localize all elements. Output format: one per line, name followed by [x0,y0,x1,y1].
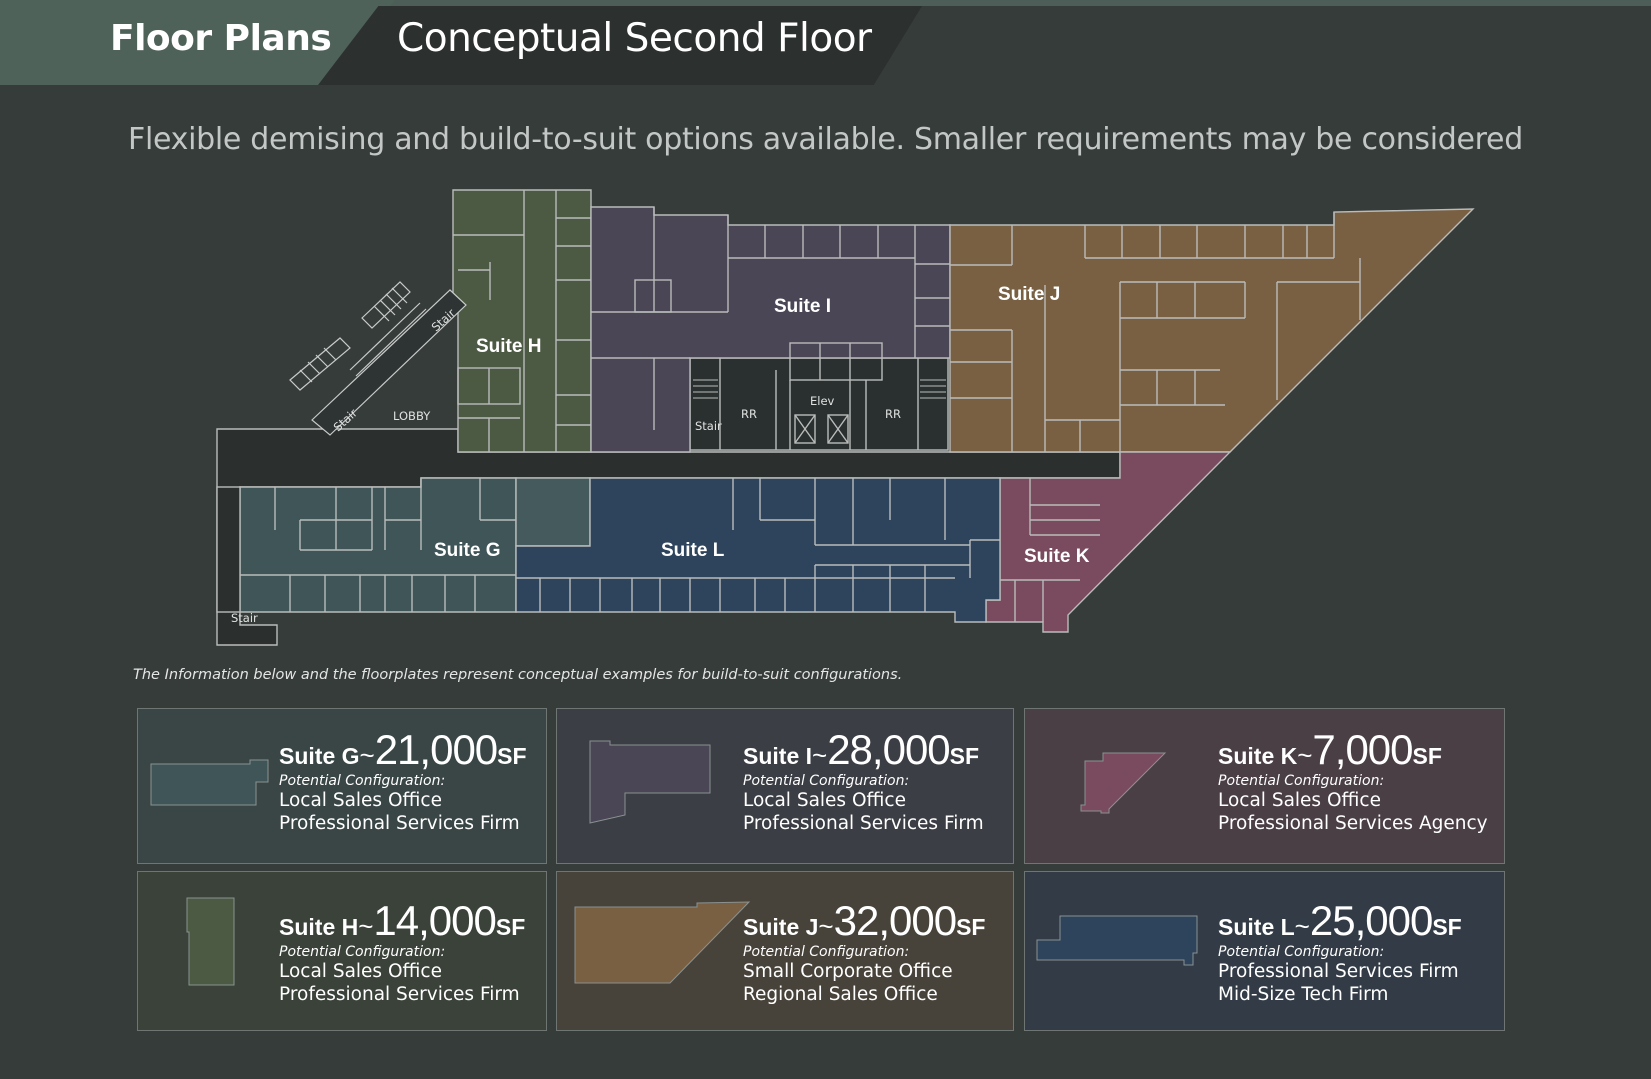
suite-name: Suite J [743,914,819,940]
use-2: Mid-Size Tech Firm [1218,984,1389,1005]
tilde: ~ [1297,740,1313,770]
suite-k-walls [1000,478,1100,622]
suite-j-label: Suite J [998,284,1060,305]
suite-k-thumb-shape [1080,752,1167,814]
suite-i-thumb-shape [589,740,711,824]
disclaimer: The Information below and the floorplate… [133,667,903,683]
suite-j-walls [950,212,1361,452]
suite-j-thumbnail [574,901,751,984]
suite-h-thumbnail [186,897,235,986]
tilde: ~ [358,911,374,941]
potential-label: Potential Configuration: [743,944,910,960]
suite-card-l: Suite L~25,000SF Potential Configuration… [1024,871,1505,1031]
suite-j-heading: Suite J~32,000SF [743,900,985,942]
suite-h [452,189,592,453]
suite-h-thumb-shape [186,897,235,986]
suite-g-walls [216,478,516,613]
suite-name: Suite K [1218,743,1298,769]
suite-i-thumbnail [589,740,711,824]
header-tab-title [318,6,922,85]
suite-h-walls [453,190,591,452]
suite-name: Suite G [279,743,360,769]
suite-size: 32,000 [833,897,957,944]
use-1: Professional Services Firm [1218,961,1459,982]
use-1: Local Sales Office [743,790,906,811]
suite-i-label: Suite I [774,296,831,317]
suite-l-walls [516,478,1000,612]
suite-card-g: Suite G~21,000SF Potential Configuration… [137,708,547,864]
page-title: Conceptual Second Floor [397,16,872,61]
size-unit: SF [1432,914,1462,940]
size-unit: SF [949,743,980,769]
lobby-stairs [289,281,467,436]
use-1: Local Sales Office [1218,790,1381,811]
suite-k-label: Suite K [1024,546,1090,567]
floor-plan: Suite H Suite I Suite J Suite G Suite L … [216,189,1475,646]
suite-l-thumb-shape [1036,915,1198,966]
use-1: Small Corporate Office [743,961,953,982]
tilde: ~ [359,740,375,770]
page-subtitle: Flexible demising and build-to-suit opti… [128,122,1523,157]
suite-size: 21,000 [374,726,498,773]
suite-l-heading: Suite L~25,000SF [1218,900,1462,942]
suite-size: 25,000 [1309,897,1433,944]
suite-i-walls [591,207,950,430]
suite-l-thumbnail [1036,915,1198,966]
suite-card-i: Suite I~28,000SF Potential Configuration… [556,708,1014,864]
size-unit: SF [497,743,527,769]
potential-label: Potential Configuration: [279,773,446,789]
potential-label: Potential Configuration: [1218,773,1385,789]
suite-name: Suite I [743,743,813,769]
suite-name: Suite H [279,914,359,940]
tilde: ~ [818,911,834,941]
suite-l [515,477,1001,623]
suite-j [949,208,1475,453]
stair-label-corner: Stair [231,611,258,625]
potential-label: Potential Configuration: [279,944,446,960]
section-title: Floor Plans [110,18,332,59]
core [689,357,949,451]
suite-g-heading: Suite G~21,000SF [279,729,527,771]
suite-j-thumb-shape [574,901,751,984]
suite-card-j: Suite J~32,000SF Potential Configuration… [556,871,1014,1031]
suite-l-label: Suite L [661,540,725,561]
potential-label: Potential Configuration: [1218,944,1385,960]
use-2: Professional Services Firm [279,984,520,1005]
suite-g-room [515,477,591,547]
size-unit: SF [956,914,986,940]
suite-h-label: Suite H [476,336,541,357]
use-1: Local Sales Office [279,961,442,982]
use-1: Local Sales Office [279,790,442,811]
tilde: ~ [812,740,828,770]
suite-size: 28,000 [827,726,950,773]
lobby-label: LOBBY [393,409,431,423]
elev-label: Elev [810,394,835,408]
suite-h-heading: Suite H~14,000SF [279,900,525,942]
tilde: ~ [1294,911,1310,941]
suite-card-h: Suite H~14,000SF Potential Configuration… [137,871,547,1031]
suite-k-heading: Suite K~7,000SF [1218,729,1488,771]
top-accent-line [0,0,1651,6]
use-2: Professional Services Firm [279,813,520,834]
size-unit: SF [495,914,526,940]
suite-card-k: Suite K~7,000SF Potential Configuration:… [1024,708,1505,864]
stair-label-core: Stair [695,419,722,433]
core-walls [693,358,946,450]
suite-k [985,451,1232,633]
suite-g-thumb-shape [150,759,269,806]
size-unit: SF [1412,743,1442,769]
suite-g-thumbnail [150,759,269,806]
use-2: Professional Services Agency [1218,813,1488,834]
rr-label-left: RR [741,407,757,421]
potential-label: Potential Configuration: [743,773,910,789]
use-2: Regional Sales Office [743,984,938,1005]
suite-k-thumbnail [1080,752,1167,814]
suite-name: Suite L [1218,914,1295,940]
suite-i-heading: Suite I~28,000SF [743,729,984,771]
suite-g-label: Suite G [434,540,501,561]
rr-label-right: RR [885,407,901,421]
suite-size: 14,000 [373,897,496,944]
suite-size: 7,000 [1312,726,1413,773]
use-2: Professional Services Firm [743,813,984,834]
